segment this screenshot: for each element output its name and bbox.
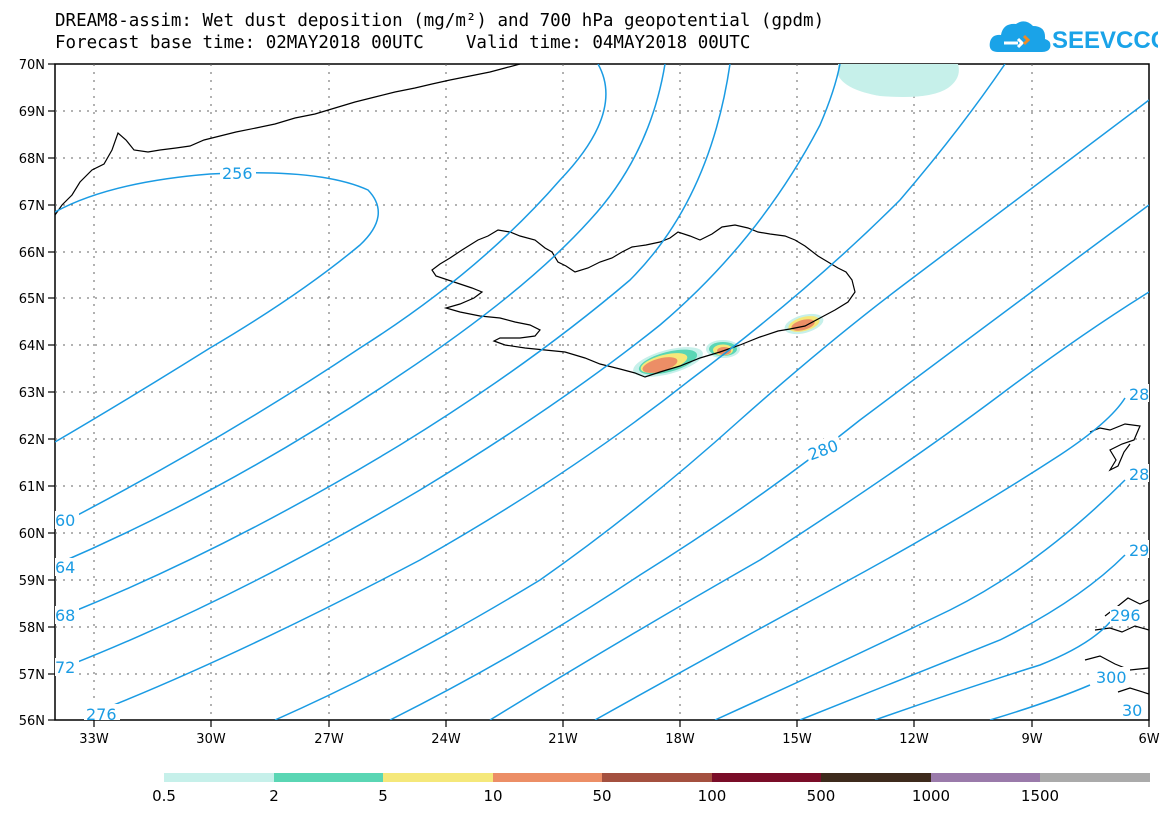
contour-label-260: 60: [55, 511, 75, 530]
colorbar-label: 2: [269, 787, 279, 805]
contour-300: [989, 684, 1091, 720]
lon-label: 15W: [782, 732, 812, 747]
lat-label: 57N: [19, 668, 45, 683]
colorbar-swatch: [821, 773, 931, 782]
colorbar-label: 0.5: [152, 787, 176, 805]
contour-label-268: 68: [55, 606, 75, 625]
geopotential-contours: [55, 64, 1149, 720]
colorbar-swatch: [493, 773, 602, 782]
contour-label-284: 28: [1129, 385, 1149, 404]
greenland-coast: [55, 64, 521, 216]
contour-label-288: 28: [1129, 465, 1149, 484]
lat-label: 68N: [19, 152, 45, 167]
lat-label: 59N: [19, 574, 45, 589]
lat-label: 70N: [19, 58, 45, 73]
lon-label: 9W: [1021, 732, 1042, 747]
colorbar-label: 500: [807, 787, 836, 805]
contour-label-292: 29: [1129, 541, 1149, 560]
colorbar-label: 10: [483, 787, 502, 805]
contour-296: [874, 621, 1111, 720]
contour-280-b: [389, 204, 1149, 720]
contour-label-304: 30: [1122, 701, 1142, 720]
lat-label: 61N: [19, 480, 45, 495]
contour-label-264: 64: [55, 558, 75, 577]
contour-276: [85, 64, 1006, 717]
contour-288-a: [594, 397, 1126, 720]
lat-label: 63N: [19, 386, 45, 401]
contour-284: [489, 291, 1149, 720]
lat-label: 65N: [19, 292, 45, 307]
colorbar-swatch: [383, 773, 493, 782]
contour-256: [55, 171, 380, 443]
colorbar-swatch: [602, 773, 712, 782]
forecast-times: Forecast base time: 02MAY2018 00UTC Vali…: [55, 33, 751, 53]
contour-264: [55, 64, 666, 566]
lon-label: 18W: [665, 732, 695, 747]
lat-label: 58N: [19, 621, 45, 636]
lon-label: 33W: [79, 732, 109, 747]
lat-label: 69N: [19, 105, 45, 120]
dust-deposition-south-iceland: [633, 313, 824, 377]
cloud-logo-icon: [989, 21, 1051, 52]
latitude-labels: 70N 69N 68N 67N 66N 65N 64N 63N 62N 61N …: [19, 58, 45, 729]
logo-text: SEEVCCC: [1052, 27, 1158, 54]
lat-label: 66N: [19, 246, 45, 261]
colorbar-swatch: [712, 773, 821, 782]
lat-label: 60N: [19, 527, 45, 542]
contour-label-256: 256: [222, 164, 253, 183]
faroe-islands: [1089, 423, 1141, 472]
lat-label: 64N: [19, 339, 45, 354]
colorbar-label: 1500: [1021, 787, 1059, 805]
contour-272: [69, 64, 841, 666]
longitude-labels: 33W 30W 27W 24W 21W 18W 15W 12W 9W 6W: [79, 732, 1159, 747]
colorbar-swatch: [274, 773, 383, 782]
contour-label-272: 72: [55, 658, 75, 677]
contour-288-b: [714, 479, 1126, 720]
seevccc-logo: SEEVCCC: [989, 21, 1158, 54]
colorbar-swatch: [1040, 773, 1150, 782]
contour-label-276: 276: [86, 705, 117, 724]
colorbar-label: 50: [592, 787, 611, 805]
colorbar-label: 5: [378, 787, 388, 805]
lat-label: 56N: [19, 714, 45, 729]
lon-label: 6W: [1138, 732, 1159, 747]
colorbar-label: 100: [698, 787, 727, 805]
colorbar-swatch: [164, 773, 274, 782]
axis-ticks: [48, 63, 1150, 727]
lon-label: 24W: [431, 732, 461, 747]
colorbar-swatch: [931, 773, 1040, 782]
contour-280-a: [274, 99, 1149, 720]
gridlines: [55, 64, 1149, 720]
colorbar: 0.5 2 5 10 50 100 500 1000 1500: [152, 773, 1150, 805]
contour-label-296: 296: [1110, 606, 1141, 625]
scotland-coast: [1084, 597, 1149, 695]
contour-label-300: 300: [1096, 668, 1127, 687]
chart-title: DREAM8-assim: Wet dust deposition (mg/m²…: [55, 11, 825, 31]
lon-label: 12W: [899, 732, 929, 747]
colorbar-label: 1000: [912, 787, 950, 805]
dust-patch-north: [838, 64, 959, 97]
lat-label: 67N: [19, 199, 45, 214]
lon-label: 27W: [314, 732, 344, 747]
contour-292: [799, 554, 1126, 720]
contour-labels: 256 60 64 68 72 276 280 28 28 29 296 30: [55, 164, 1149, 724]
lat-label: 62N: [19, 433, 45, 448]
contour-260: [71, 64, 607, 519]
contour-268: [69, 64, 731, 614]
lon-label: 21W: [548, 732, 578, 747]
lon-label: 30W: [196, 732, 226, 747]
